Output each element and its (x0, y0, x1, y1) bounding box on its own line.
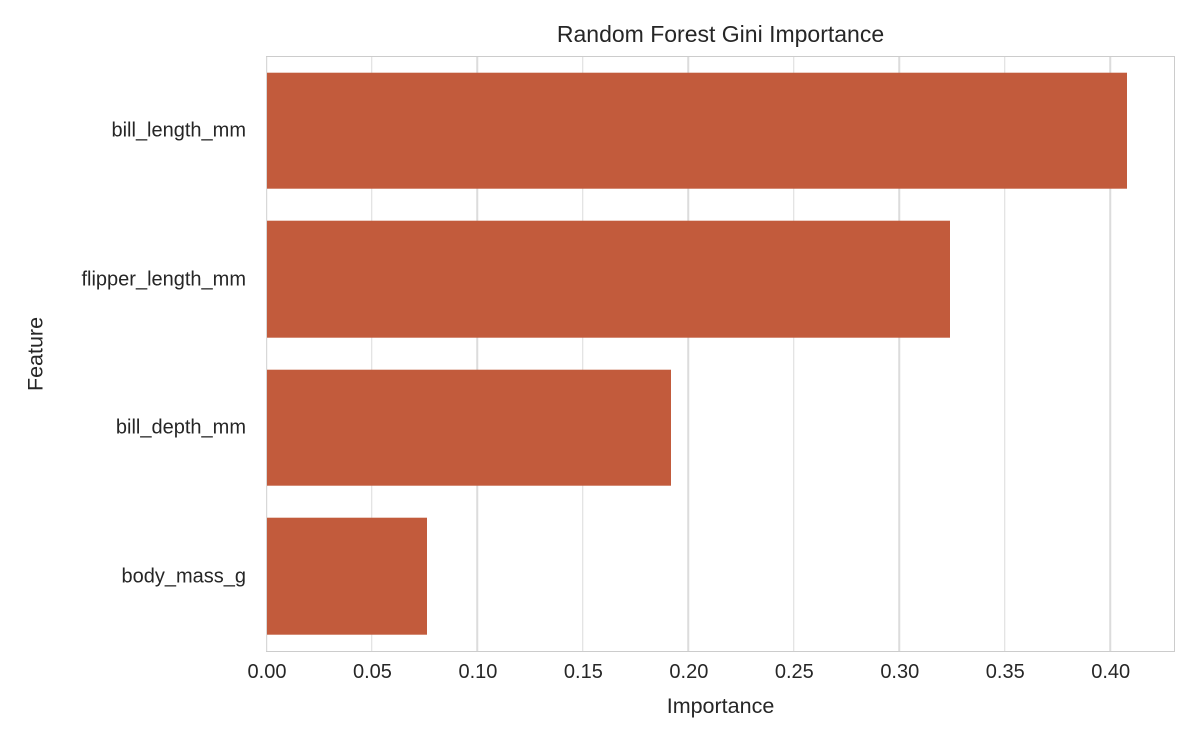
gridline (582, 56, 584, 651)
y-tick-label: body_mass_g (121, 565, 246, 588)
x-tick-label: 0.25 (774, 661, 814, 683)
y-tick-label: flipper_length_mm (81, 268, 246, 291)
bar-bill_depth_mm (266, 369, 672, 487)
y-tick-label: bill_length_mm (111, 119, 246, 142)
y-tick-labels-container: bill_length_mm flipper_length_mm bill_dept… (0, 57, 246, 651)
bar-bill_length_mm (266, 72, 1128, 190)
bars-container (266, 57, 1174, 651)
chart-title: Random Forest Gini Importance (556, 21, 885, 47)
x-tick-label: 0.00 (247, 661, 287, 683)
gridline (687, 56, 690, 651)
x-tick-label: 0.05 (352, 661, 392, 683)
bar-body_mass_g (266, 517, 427, 635)
x-tick-label: 0.20 (669, 661, 709, 683)
gridline (1109, 56, 1111, 651)
x-tick-labels-container: 0.00 0.05 0.10 0.15 0.20 0.25 0.30 0.35 0.40 (248, 661, 1174, 687)
x-tick-label: 0.30 (880, 661, 920, 683)
x-axis-title: Importance (666, 694, 775, 718)
gridline (793, 56, 795, 651)
gridline (1004, 56, 1006, 651)
x-tick-label: 0.15 (563, 661, 603, 683)
y-tick-label: bill_depth_mm (115, 416, 246, 439)
gridline (476, 56, 479, 651)
x-tick-label: 0.35 (985, 661, 1025, 683)
gridline (898, 56, 901, 651)
bar-flipper_length_mm (266, 220, 950, 338)
gridline (371, 56, 373, 651)
x-tick-label: 0.40 (1091, 661, 1131, 683)
x-tick-label: 0.10 (458, 661, 498, 683)
plot-area (265, 55, 1175, 652)
gridline (265, 56, 268, 651)
